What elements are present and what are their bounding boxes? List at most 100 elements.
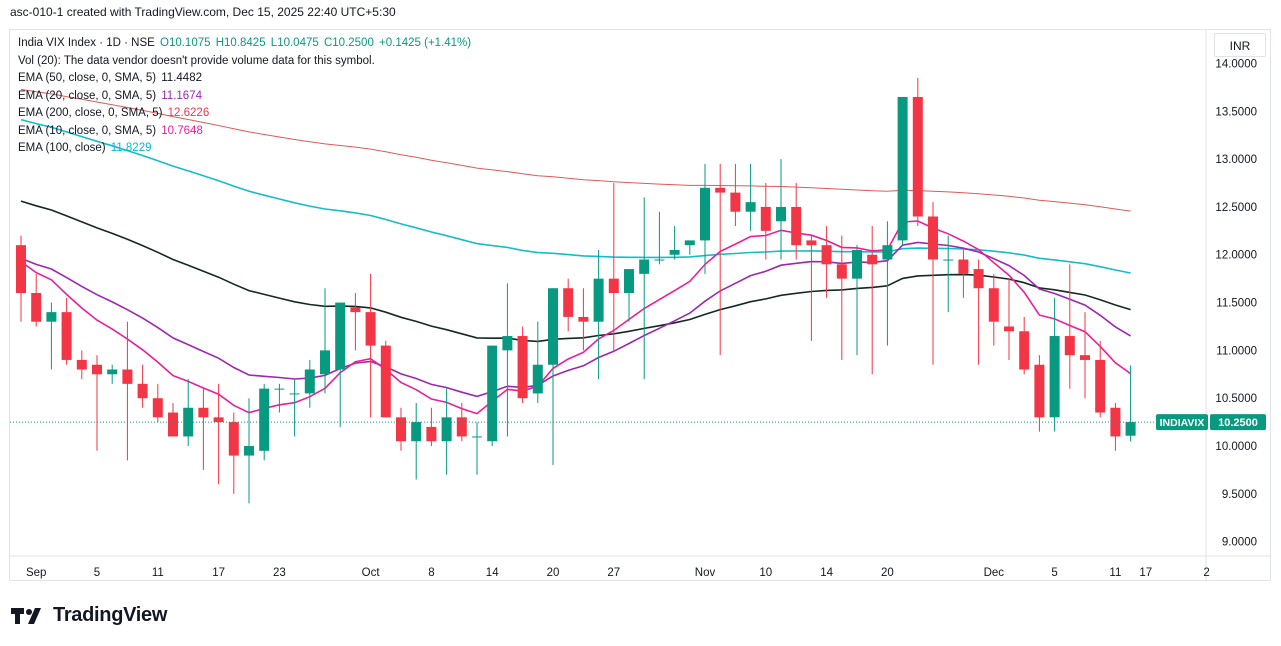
candle-body: [958, 259, 969, 274]
candle: [152, 383, 163, 423]
y-tick-label: 14.0000: [1215, 58, 1257, 70]
candle: [776, 159, 786, 260]
ema-100-line: [20, 118, 1131, 274]
candle: [320, 288, 330, 394]
candle: [563, 278, 574, 332]
indicator-row[interactable]: EMA (100, close) 11.8229: [18, 140, 471, 158]
candle-body: [31, 293, 42, 322]
candle-body: [228, 422, 239, 456]
price-tag-bg: [1210, 414, 1266, 431]
indicator-row[interactable]: EMA (200, close, 0, SMA, 5) 12.6226: [18, 105, 471, 123]
indicator-row[interactable]: EMA (20, close, 0, SMA, 5) 11.1674: [18, 88, 471, 106]
x-tick-label: Dec: [984, 567, 1005, 579]
candle: [669, 226, 680, 260]
y-tick-label: 11.5000: [1216, 298, 1257, 310]
ohlc-change: +0.1425 (+1.41%): [379, 37, 472, 49]
candle-body: [897, 96, 908, 241]
candle: [1049, 297, 1060, 432]
candle-body: [821, 245, 832, 265]
candle: [441, 388, 452, 475]
indicator-label: EMA (20, close, 0, SMA, 5): [18, 89, 157, 102]
candle: [852, 245, 862, 356]
candle: [593, 249, 604, 380]
candle-body: [1019, 331, 1030, 370]
x-tick-label: 27: [607, 567, 620, 579]
x-tick-label: 20: [881, 567, 894, 579]
candle: [396, 407, 406, 451]
candle: [335, 302, 346, 427]
indicator-row[interactable]: EMA (10, close, 0, SMA, 5) 10.7648: [18, 123, 471, 141]
candle-body: [563, 288, 574, 317]
candle-body: [973, 269, 984, 289]
candle: [548, 288, 558, 466]
candle-body: [304, 369, 315, 394]
candle-body: [928, 216, 938, 260]
candle-body: [988, 288, 999, 322]
ohlc-open: O10.1075: [160, 37, 211, 49]
candle-body: [578, 316, 589, 322]
x-tick-label: Oct: [362, 567, 381, 579]
candle: [517, 326, 528, 403]
candle-body: [532, 364, 543, 394]
candle-body: [168, 412, 178, 437]
indicator-label: EMA (50, close, 0, SMA, 5): [18, 72, 157, 84]
y-tick-label: 13.5000: [1215, 106, 1257, 118]
candle-body: [259, 388, 270, 451]
candle: [1095, 340, 1106, 418]
currency-button[interactable]: INR: [1214, 33, 1266, 57]
indicator-row[interactable]: EMA (50, close, 0, SMA, 5) 11.4482: [18, 70, 471, 88]
candle-body: [654, 259, 665, 261]
symbol-name[interactable]: India VIX Index · 1D · NSE: [18, 37, 155, 49]
x-tick-label: Nov: [695, 567, 716, 579]
indicator-value: 11.1674: [161, 89, 202, 102]
candle-body: [1064, 336, 1075, 356]
candle: [411, 402, 422, 480]
tradingview-logo[interactable]: TradingView: [11, 604, 167, 627]
candle-body: [639, 259, 650, 274]
candle-body: [198, 407, 209, 418]
candle: [31, 273, 42, 327]
ema-10-line: [20, 220, 1132, 415]
candle: [426, 407, 437, 447]
candle: [821, 226, 832, 298]
ema-20-line: [20, 241, 1132, 398]
candle: [380, 340, 391, 418]
candle: [760, 183, 771, 260]
candle-body: [730, 192, 741, 212]
candle: [684, 240, 695, 255]
candle: [502, 283, 513, 437]
candle-body: [426, 426, 437, 442]
y-tick-label: 12.0000: [1215, 250, 1257, 262]
candle-body: [183, 407, 194, 437]
x-tick-label: 23: [273, 567, 286, 579]
candle: [487, 345, 498, 447]
tradingview-logo-text: TradingView: [53, 604, 168, 626]
candle: [259, 383, 270, 461]
candle: [198, 388, 209, 470]
candle-body: [548, 288, 558, 365]
y-tick-label: 10.5000: [1215, 393, 1257, 405]
candle-body: [122, 369, 133, 384]
candle-body: [806, 240, 817, 246]
candle-body: [137, 383, 148, 399]
candle-body: [882, 245, 893, 260]
candle-body: [624, 269, 634, 293]
candle-body: [92, 364, 102, 375]
candle: [274, 383, 285, 413]
candle-body: [61, 312, 72, 360]
candle-body: [274, 388, 285, 390]
candle-body: [365, 312, 376, 346]
x-tick-label: 2: [1203, 567, 1209, 579]
candle: [867, 226, 878, 375]
symbol-tag-label: INDIAVIX: [1160, 417, 1205, 429]
tradingview-logo-icon: [11, 607, 41, 624]
candle-body: [669, 249, 680, 255]
y-tick-label: 9.5000: [1222, 489, 1257, 501]
candle-body: [912, 96, 923, 217]
candle: [92, 355, 102, 451]
volume-note[interactable]: Vol (20): The data vendor doesn't provid…: [18, 54, 375, 67]
x-tick-label: 11: [1109, 567, 1121, 579]
candle: [1064, 264, 1075, 389]
ema-200-line: [20, 88, 1131, 212]
